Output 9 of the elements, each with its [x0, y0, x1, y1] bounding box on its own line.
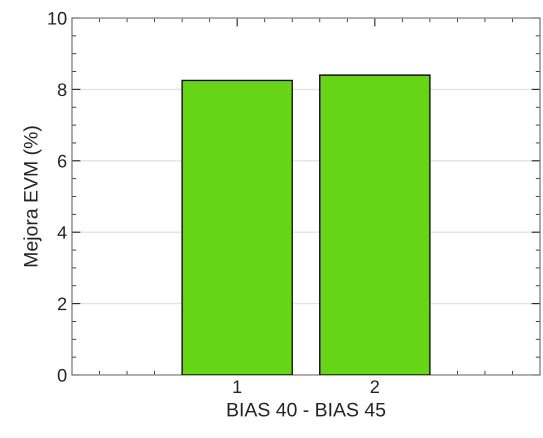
x-axis-title: BIAS 40 - BIAS 45	[228, 402, 386, 417]
y-tick-label: 4	[58, 226, 67, 239]
y-tick-label: 10	[48, 12, 66, 25]
y-axis-title: Mejora EVM (%)	[23, 126, 42, 266]
x-tick-label: 1	[234, 380, 242, 393]
y-tick-label: 6	[58, 154, 66, 168]
y-tick-label: 0	[58, 368, 66, 382]
y-tick-label: 2	[58, 298, 66, 310]
y-tick-label: 8	[58, 83, 66, 96]
